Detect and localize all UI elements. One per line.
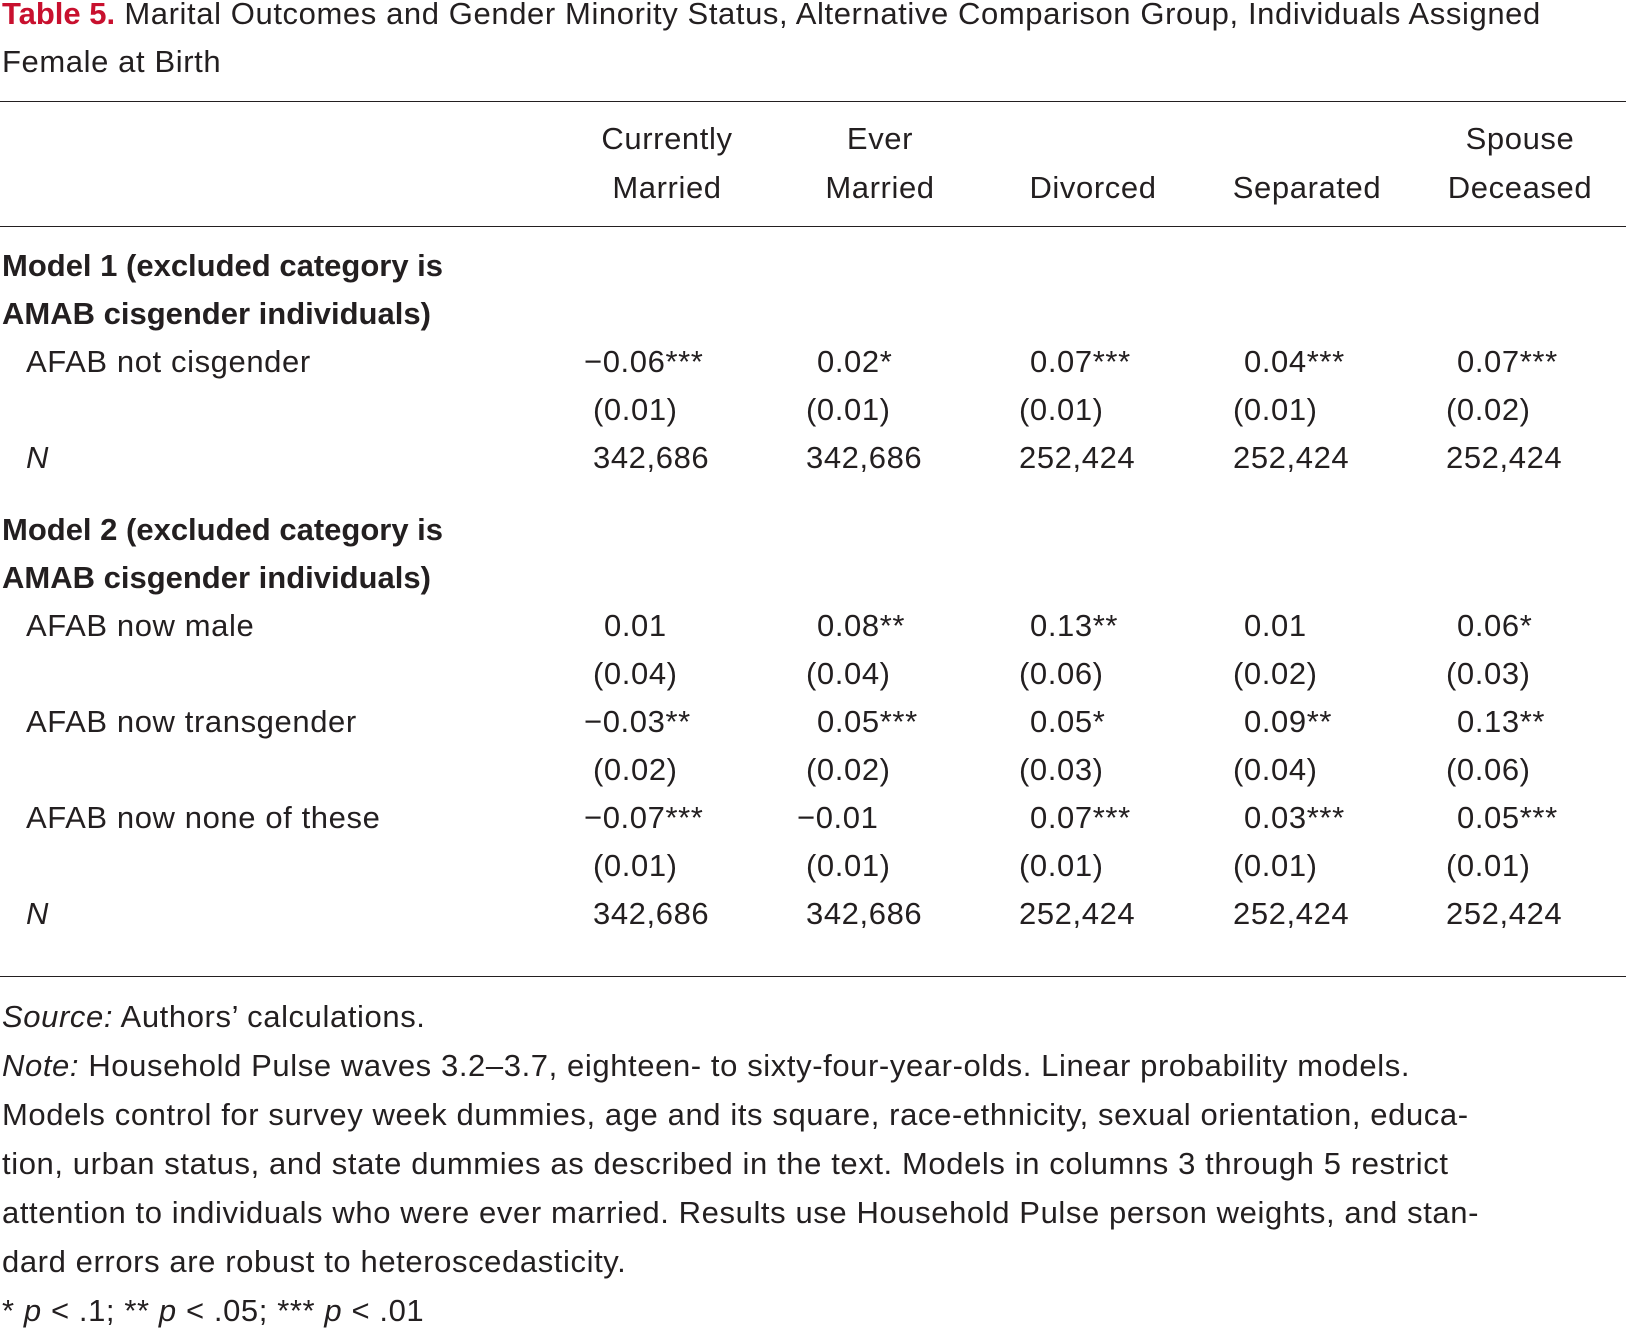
source-note: Source: Authors’ calculations. bbox=[2, 992, 1622, 1041]
note-line: tion, urban status, and state dummies as… bbox=[2, 1146, 1449, 1181]
standard-error-cell: (0.01) bbox=[806, 392, 891, 427]
coefficient-cell: 0.07*** bbox=[1457, 344, 1558, 379]
table-notes: Source: Authors’ calculations. Note: Hou… bbox=[2, 992, 1622, 1335]
standard-error-cell: (0.03) bbox=[1019, 752, 1104, 787]
coefficient-cell: 0.05* bbox=[1030, 704, 1106, 739]
coefficient-cell: −0.01 bbox=[797, 800, 879, 835]
n-cell: 252,424 bbox=[1019, 896, 1136, 931]
coefficient-cell: 0.06* bbox=[1457, 608, 1533, 643]
bottom-rule bbox=[0, 976, 1626, 977]
table-caption: Table 5. Marital Outcomes and Gender Min… bbox=[2, 0, 1602, 86]
row-label: AFAB now transgender bbox=[26, 704, 357, 739]
sig-p: p bbox=[158, 1293, 177, 1328]
coefficient-cell: 0.05*** bbox=[817, 704, 918, 739]
note-line: dard errors are robust to heteroscedasti… bbox=[2, 1244, 627, 1279]
standard-error-cell: (0.06) bbox=[1446, 752, 1531, 787]
n-cell: 342,686 bbox=[593, 896, 710, 931]
model-heading: Model 1 (excluded category is bbox=[2, 248, 444, 283]
column-header-line1: Currently bbox=[601, 121, 733, 156]
model-heading: AMAB cisgender individuals) bbox=[2, 560, 431, 595]
sig-p: p bbox=[23, 1293, 42, 1328]
standard-error-cell: (0.02) bbox=[1233, 656, 1318, 691]
column-header-line2: Divorced bbox=[1029, 170, 1157, 205]
coefficient-cell: 0.13** bbox=[1030, 608, 1119, 643]
coefficient-cell: −0.03** bbox=[584, 704, 691, 739]
column-header-line2: Married bbox=[612, 170, 722, 205]
source-label: Source: bbox=[2, 999, 114, 1034]
row-label: AFAB now none of these bbox=[26, 800, 381, 835]
n-cell: 342,686 bbox=[593, 440, 710, 475]
standard-error-cell: (0.03) bbox=[1446, 656, 1531, 691]
standard-error-cell: (0.02) bbox=[1446, 392, 1531, 427]
coefficient-cell: 0.09** bbox=[1244, 704, 1333, 739]
coefficient-cell: 0.01 bbox=[1244, 608, 1307, 643]
coefficient-cell: 0.03*** bbox=[1244, 800, 1345, 835]
standard-error-cell: (0.01) bbox=[806, 848, 891, 883]
column-header-line2: Married bbox=[825, 170, 935, 205]
sig-threshold: < .01 bbox=[342, 1293, 425, 1328]
top-rule bbox=[0, 101, 1626, 102]
model-heading: AMAB cisgender individuals) bbox=[2, 296, 431, 331]
sig-stars: * bbox=[2, 1293, 24, 1328]
n-cell: 342,686 bbox=[806, 440, 923, 475]
coefficient-cell: 0.07*** bbox=[1030, 344, 1131, 379]
n-cell: 252,424 bbox=[1446, 440, 1563, 475]
note-line: attention to individuals who were ever m… bbox=[2, 1195, 1480, 1230]
n-label: N bbox=[26, 896, 49, 931]
standard-error-cell: (0.04) bbox=[593, 656, 678, 691]
coefficient-cell: 0.01 bbox=[604, 608, 667, 643]
n-cell: 342,686 bbox=[806, 896, 923, 931]
significance-note: * p < .1; ** p < .05; *** p < .01 bbox=[2, 1286, 1622, 1335]
standard-error-cell: (0.01) bbox=[1019, 392, 1104, 427]
coefficient-cell: 0.02* bbox=[817, 344, 893, 379]
n-cell: 252,424 bbox=[1233, 896, 1350, 931]
n-cell: 252,424 bbox=[1019, 440, 1136, 475]
sig-p: p bbox=[324, 1293, 343, 1328]
standard-error-cell: (0.01) bbox=[1446, 848, 1531, 883]
n-label: N bbox=[26, 440, 49, 475]
row-label: AFAB not cisgender bbox=[26, 344, 311, 379]
standard-error-cell: (0.04) bbox=[806, 656, 891, 691]
header-rule bbox=[0, 226, 1626, 227]
standard-error-cell: (0.06) bbox=[1019, 656, 1104, 691]
column-header-line1: Spouse bbox=[1465, 121, 1575, 156]
standard-error-cell: (0.01) bbox=[593, 848, 678, 883]
n-cell: 252,424 bbox=[1446, 896, 1563, 931]
coefficient-cell: 0.08** bbox=[817, 608, 906, 643]
standard-error-cell: (0.02) bbox=[806, 752, 891, 787]
coefficient-cell: 0.13** bbox=[1457, 704, 1546, 739]
column-header-line2: Deceased bbox=[1447, 170, 1593, 205]
n-cell: 252,424 bbox=[1233, 440, 1350, 475]
standard-error-cell: (0.04) bbox=[1233, 752, 1318, 787]
standard-error-cell: (0.01) bbox=[593, 392, 678, 427]
sig-threshold: < .1; bbox=[41, 1293, 125, 1328]
sig-threshold: < .05; bbox=[176, 1293, 278, 1328]
sig-stars: *** bbox=[277, 1293, 325, 1328]
table-label: Table 5. bbox=[2, 0, 116, 31]
sig-stars: ** bbox=[124, 1293, 159, 1328]
column-header-line1: Ever bbox=[846, 121, 914, 156]
coefficient-cell: −0.07*** bbox=[584, 800, 704, 835]
standard-error-cell: (0.02) bbox=[593, 752, 678, 787]
standard-error-cell: (0.01) bbox=[1233, 848, 1318, 883]
standard-error-cell: (0.01) bbox=[1233, 392, 1318, 427]
coefficient-cell: 0.07*** bbox=[1030, 800, 1131, 835]
note-text: Household Pulse waves 3.2–3.7, eighteen-… bbox=[79, 1048, 1411, 1083]
model-heading: Model 2 (excluded category is bbox=[2, 512, 444, 547]
table-title: Marital Outcomes and Gender Minority Sta… bbox=[2, 0, 1541, 79]
note-line: Note: Household Pulse waves 3.2–3.7, eig… bbox=[2, 1041, 1622, 1090]
coefficient-cell: 0.04*** bbox=[1244, 344, 1345, 379]
note-label: Note: bbox=[2, 1048, 80, 1083]
column-header-line2: Separated bbox=[1232, 170, 1382, 205]
coefficient-cell: −0.06*** bbox=[584, 344, 704, 379]
note-line: Models control for survey week dummies, … bbox=[2, 1097, 1469, 1132]
row-label: AFAB now male bbox=[26, 608, 255, 643]
source-text: Authors’ calculations. bbox=[113, 999, 426, 1034]
coefficient-cell: 0.05*** bbox=[1457, 800, 1558, 835]
standard-error-cell: (0.01) bbox=[1019, 848, 1104, 883]
